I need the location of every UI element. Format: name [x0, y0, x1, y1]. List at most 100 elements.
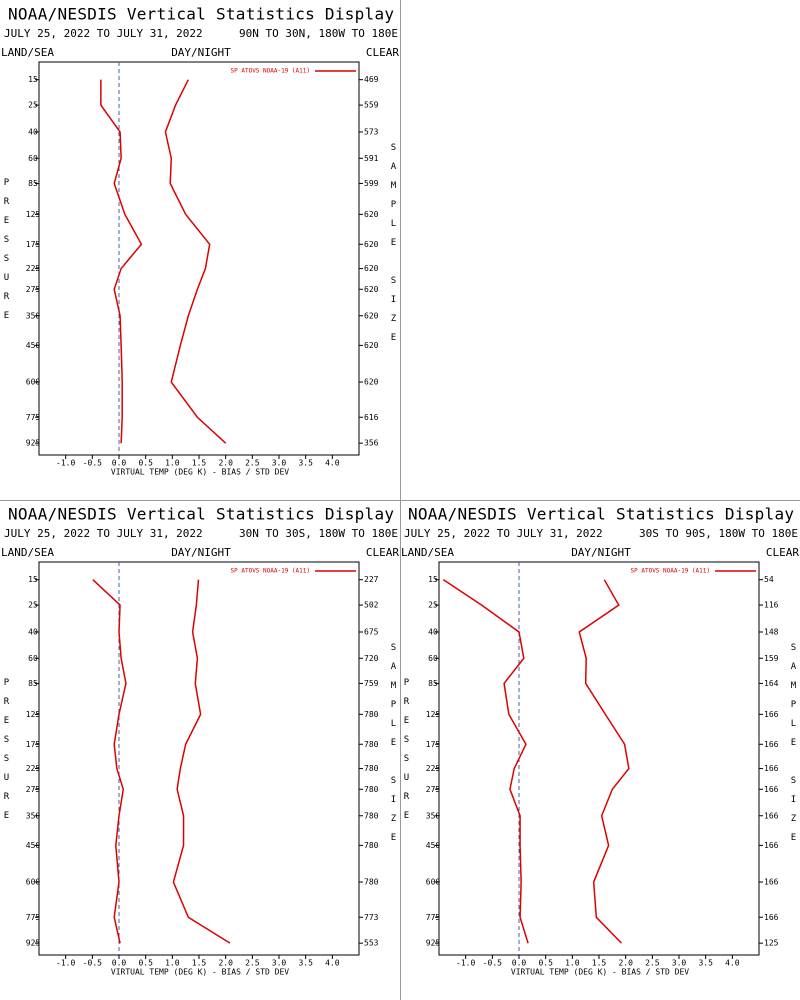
land-sea-label: LAND/SEA: [401, 546, 454, 559]
y-tick-label: 775: [26, 913, 41, 922]
x-tick-label: 2.5: [645, 959, 660, 968]
x-tick-label: 3.0: [672, 959, 687, 968]
x-tick-label: 4.0: [325, 959, 340, 968]
legend-label: SP ATOVS NOAA-19 (A11): [631, 568, 710, 575]
y-tick-label: 275: [26, 785, 41, 794]
y-tick-label: 350: [26, 811, 41, 820]
x-tick-label: 0.0: [112, 459, 127, 468]
y-tick-label: 275: [26, 285, 41, 294]
x-tick-label: 3.5: [298, 959, 313, 968]
y-axis-label: PRESSURE: [2, 178, 12, 330]
y2-axis-label: SAMPLE SIZE: [389, 143, 399, 352]
day-night-label: DAY/NIGHT: [171, 546, 231, 559]
sample-size-label: 620: [364, 341, 379, 350]
y-tick-label: 175: [26, 240, 41, 249]
x-tick-label: 4.0: [325, 459, 340, 468]
sample-size-label: 227: [364, 575, 379, 584]
x-tick-label: 1.5: [192, 459, 207, 468]
sample-size-label: 166: [764, 811, 779, 820]
y-axis-label: PRESSURE: [2, 678, 12, 830]
x-tick-label: -0.5: [83, 459, 102, 468]
x-tick-label: 0.5: [538, 959, 553, 968]
y-tick-label: 15: [28, 575, 38, 584]
sample-size-label: 620: [364, 264, 379, 273]
y-tick-label: 85: [28, 679, 38, 688]
y-tick-label: 15: [28, 75, 38, 84]
sample-size-label: 773: [364, 913, 379, 922]
sample-size-label: 166: [764, 785, 779, 794]
series-line: [578, 579, 630, 944]
day-night-label: DAY/NIGHT: [171, 46, 231, 59]
series-line: [100, 79, 143, 444]
sample-size-label: 780: [364, 740, 379, 749]
sample-size-label: 166: [764, 841, 779, 850]
sample-size-label: 616: [364, 413, 379, 422]
y-tick-label: 25: [428, 601, 438, 610]
x-tick-label: -0.5: [83, 959, 102, 968]
x-tick-label: -1.0: [56, 959, 75, 968]
y-tick-label: 85: [428, 679, 438, 688]
sample-size-label: 620: [364, 285, 379, 294]
sample-size-label: 159: [764, 654, 779, 663]
sample-size-label: 54: [764, 575, 774, 584]
y-tick-label: 350: [26, 311, 41, 320]
sample-size-label: 599: [364, 179, 379, 188]
x-tick-label: 3.5: [698, 959, 713, 968]
x-axis-label: VIRTUAL TEMP (DEG K) - BIAS / STD DEV: [111, 468, 289, 477]
x-tick-label: 2.0: [218, 959, 233, 968]
x-tick-label: 1.0: [165, 959, 180, 968]
land-sea-label: LAND/SEA: [1, 46, 54, 59]
sample-size-label: 573: [364, 127, 379, 136]
x-tick-label: 3.5: [298, 459, 313, 468]
sample-size-label: 780: [364, 841, 379, 850]
sample-size-label: 780: [364, 785, 379, 794]
sample-size-label: 720: [364, 654, 379, 663]
panel: NOAA/NESDIS Vertical Statistics Display J…: [1, 505, 399, 977]
x-tick-label: 2.5: [245, 459, 260, 468]
x-tick-label: 1.0: [565, 959, 580, 968]
sample-size-label: 125: [764, 939, 779, 948]
sample-size-label: 620: [364, 378, 379, 387]
x-axis-label: VIRTUAL TEMP (DEG K) - BIAS / STD DEV: [511, 968, 689, 977]
date-range: JULY 25, 2022 TO JULY 31, 2022: [4, 27, 203, 40]
sample-size-label: 116: [764, 601, 779, 610]
sample-size-label: 620: [364, 311, 379, 320]
x-tick-label: 1.0: [165, 459, 180, 468]
y-tick-label: 775: [26, 413, 41, 422]
x-tick-label: 4.0: [725, 959, 740, 968]
y2-axis-label: SAMPLE SIZE: [789, 643, 799, 852]
region: 90N TO 30N, 180W TO 180E: [239, 27, 398, 40]
y-tick-label: 60: [428, 654, 438, 663]
sample-size-label: 148: [764, 627, 779, 636]
y-tick-label: 775: [426, 913, 441, 922]
y-tick-label: 125: [426, 710, 441, 719]
y-tick-label: 60: [28, 654, 38, 663]
y-tick-label: 85: [28, 179, 38, 188]
y-tick-label: 925: [26, 439, 41, 448]
panel: NOAA/NESDIS Vertical Statistics Display J…: [1, 5, 399, 477]
y-tick-label: 15: [428, 575, 438, 584]
sample-size-label: 469: [364, 75, 379, 84]
y-tick-label: 450: [26, 341, 41, 350]
clear-label: CLEAR: [766, 546, 799, 559]
x-tick-label: 2.0: [218, 459, 233, 468]
x-tick-label: 0.0: [112, 959, 127, 968]
sample-size-label: 502: [364, 601, 379, 610]
sample-size-label: 591: [364, 154, 379, 163]
y-tick-label: 350: [426, 811, 441, 820]
x-tick-label: 0.0: [512, 959, 527, 968]
panel-title: NOAA/NESDIS Vertical Statistics Display: [8, 505, 394, 524]
x-axis-label: VIRTUAL TEMP (DEG K) - BIAS / STD DEV: [111, 968, 289, 977]
x-tick-label: 1.5: [592, 959, 607, 968]
sample-size-label: 164: [764, 679, 779, 688]
sample-size-label: 166: [764, 710, 779, 719]
y-tick-label: 40: [428, 627, 438, 636]
y-tick-label: 25: [28, 601, 38, 610]
x-tick-label: 0.5: [138, 959, 153, 968]
panel-title: NOAA/NESDIS Vertical Statistics Display: [408, 505, 794, 524]
series-line: [442, 579, 529, 944]
y-tick-label: 600: [426, 878, 441, 887]
x-tick-label: -1.0: [456, 959, 475, 968]
x-tick-label: -1.0: [56, 459, 75, 468]
